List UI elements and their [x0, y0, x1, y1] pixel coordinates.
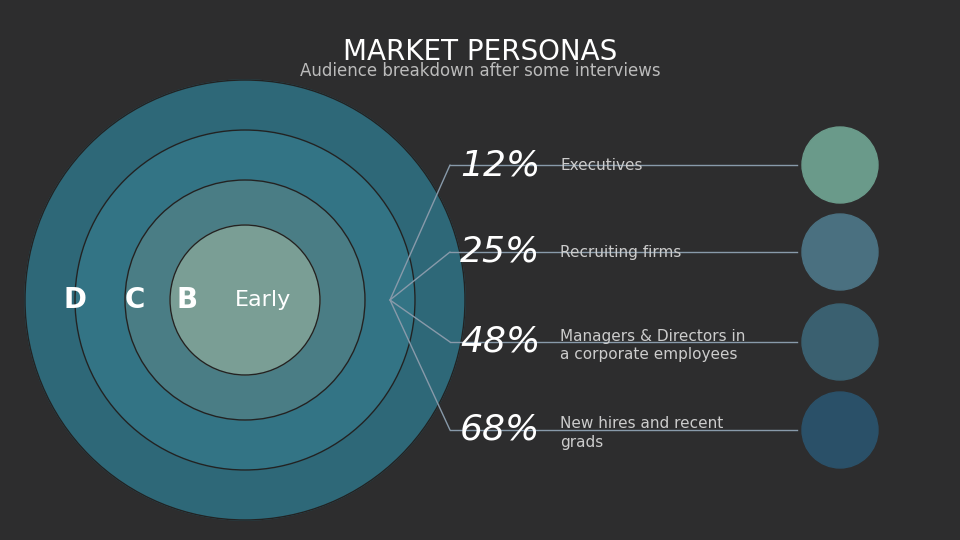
Text: 68%: 68%	[460, 413, 540, 447]
Text: Audience breakdown after some interviews: Audience breakdown after some interviews	[300, 62, 660, 80]
Text: New hires and recent: New hires and recent	[560, 416, 723, 431]
Text: Early: Early	[235, 290, 291, 310]
Text: Managers & Directors in: Managers & Directors in	[560, 328, 745, 343]
Text: MARKET PERSONAS: MARKET PERSONAS	[343, 38, 617, 66]
Text: 25%: 25%	[460, 235, 540, 269]
Circle shape	[802, 127, 878, 203]
Text: 48%: 48%	[460, 325, 540, 359]
Circle shape	[75, 130, 415, 470]
Text: Executives: Executives	[560, 158, 642, 172]
Circle shape	[802, 214, 878, 290]
Text: grads: grads	[560, 435, 603, 449]
Text: 12%: 12%	[460, 148, 540, 182]
Text: B: B	[177, 286, 198, 314]
Circle shape	[125, 180, 365, 420]
Text: Recruiting firms: Recruiting firms	[560, 245, 682, 260]
Circle shape	[802, 304, 878, 380]
Text: a corporate employees: a corporate employees	[560, 347, 737, 361]
Circle shape	[802, 392, 878, 468]
Text: D: D	[63, 286, 86, 314]
Text: C: C	[125, 286, 145, 314]
Circle shape	[170, 225, 320, 375]
Circle shape	[25, 80, 465, 520]
